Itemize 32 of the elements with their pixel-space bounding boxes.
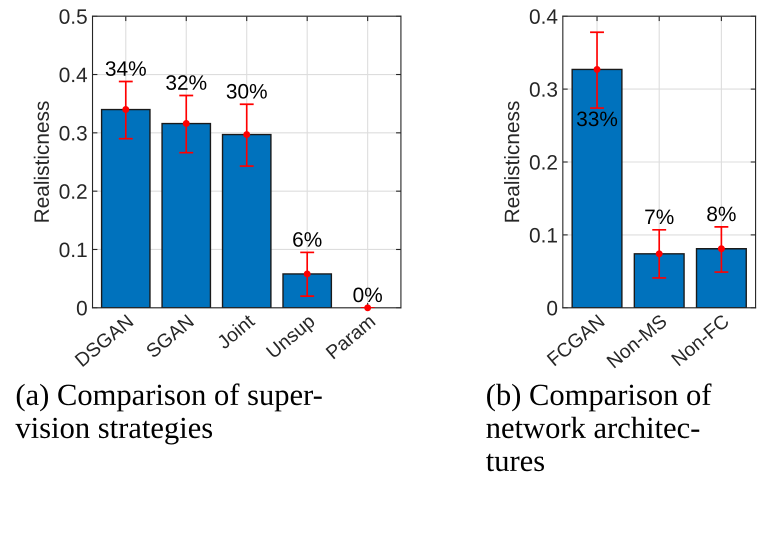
data-label: 8% [707, 206, 736, 222]
data-label: 34% [106, 61, 146, 76]
y-tick-label: 0.2 [60, 184, 87, 199]
data-label: 30% [226, 84, 267, 99]
y-tick-label: 0 [547, 300, 558, 316]
data-label: 33% [576, 112, 618, 126]
point [364, 304, 372, 312]
point [718, 245, 725, 252]
point [122, 106, 130, 113]
point [182, 120, 190, 127]
point [656, 250, 663, 258]
x-tick-label: Joint [215, 312, 256, 350]
y-tick-label: 0.2 [530, 155, 557, 170]
y-tick-label: 0.1 [60, 242, 87, 258]
y-axis-title: Realisticness [34, 101, 50, 222]
y-tick-label: 0.1 [530, 228, 557, 243]
y-axis-title: Realisticness [504, 101, 520, 222]
data-label: 0% [353, 287, 382, 302]
y-tick-label: 0.4 [60, 68, 88, 82]
y-tick-label: 0.3 [60, 126, 87, 141]
data-label: 7% [645, 210, 674, 224]
data-label: 6% [293, 232, 322, 247]
point [243, 131, 250, 138]
y-tick-label: 0.3 [530, 82, 558, 97]
data-label: 32% [166, 75, 206, 90]
y-tick-label: 0 [76, 300, 87, 316]
point [304, 270, 311, 278]
y-tick-label: 0.4 [530, 9, 558, 24]
y-tick-label: 0.5 [60, 9, 87, 24]
point [594, 66, 600, 73]
text: (a) Comparison of super- vision strategies [15, 383, 322, 445]
text: (b) Comparison of network architec- tures [486, 383, 712, 472]
